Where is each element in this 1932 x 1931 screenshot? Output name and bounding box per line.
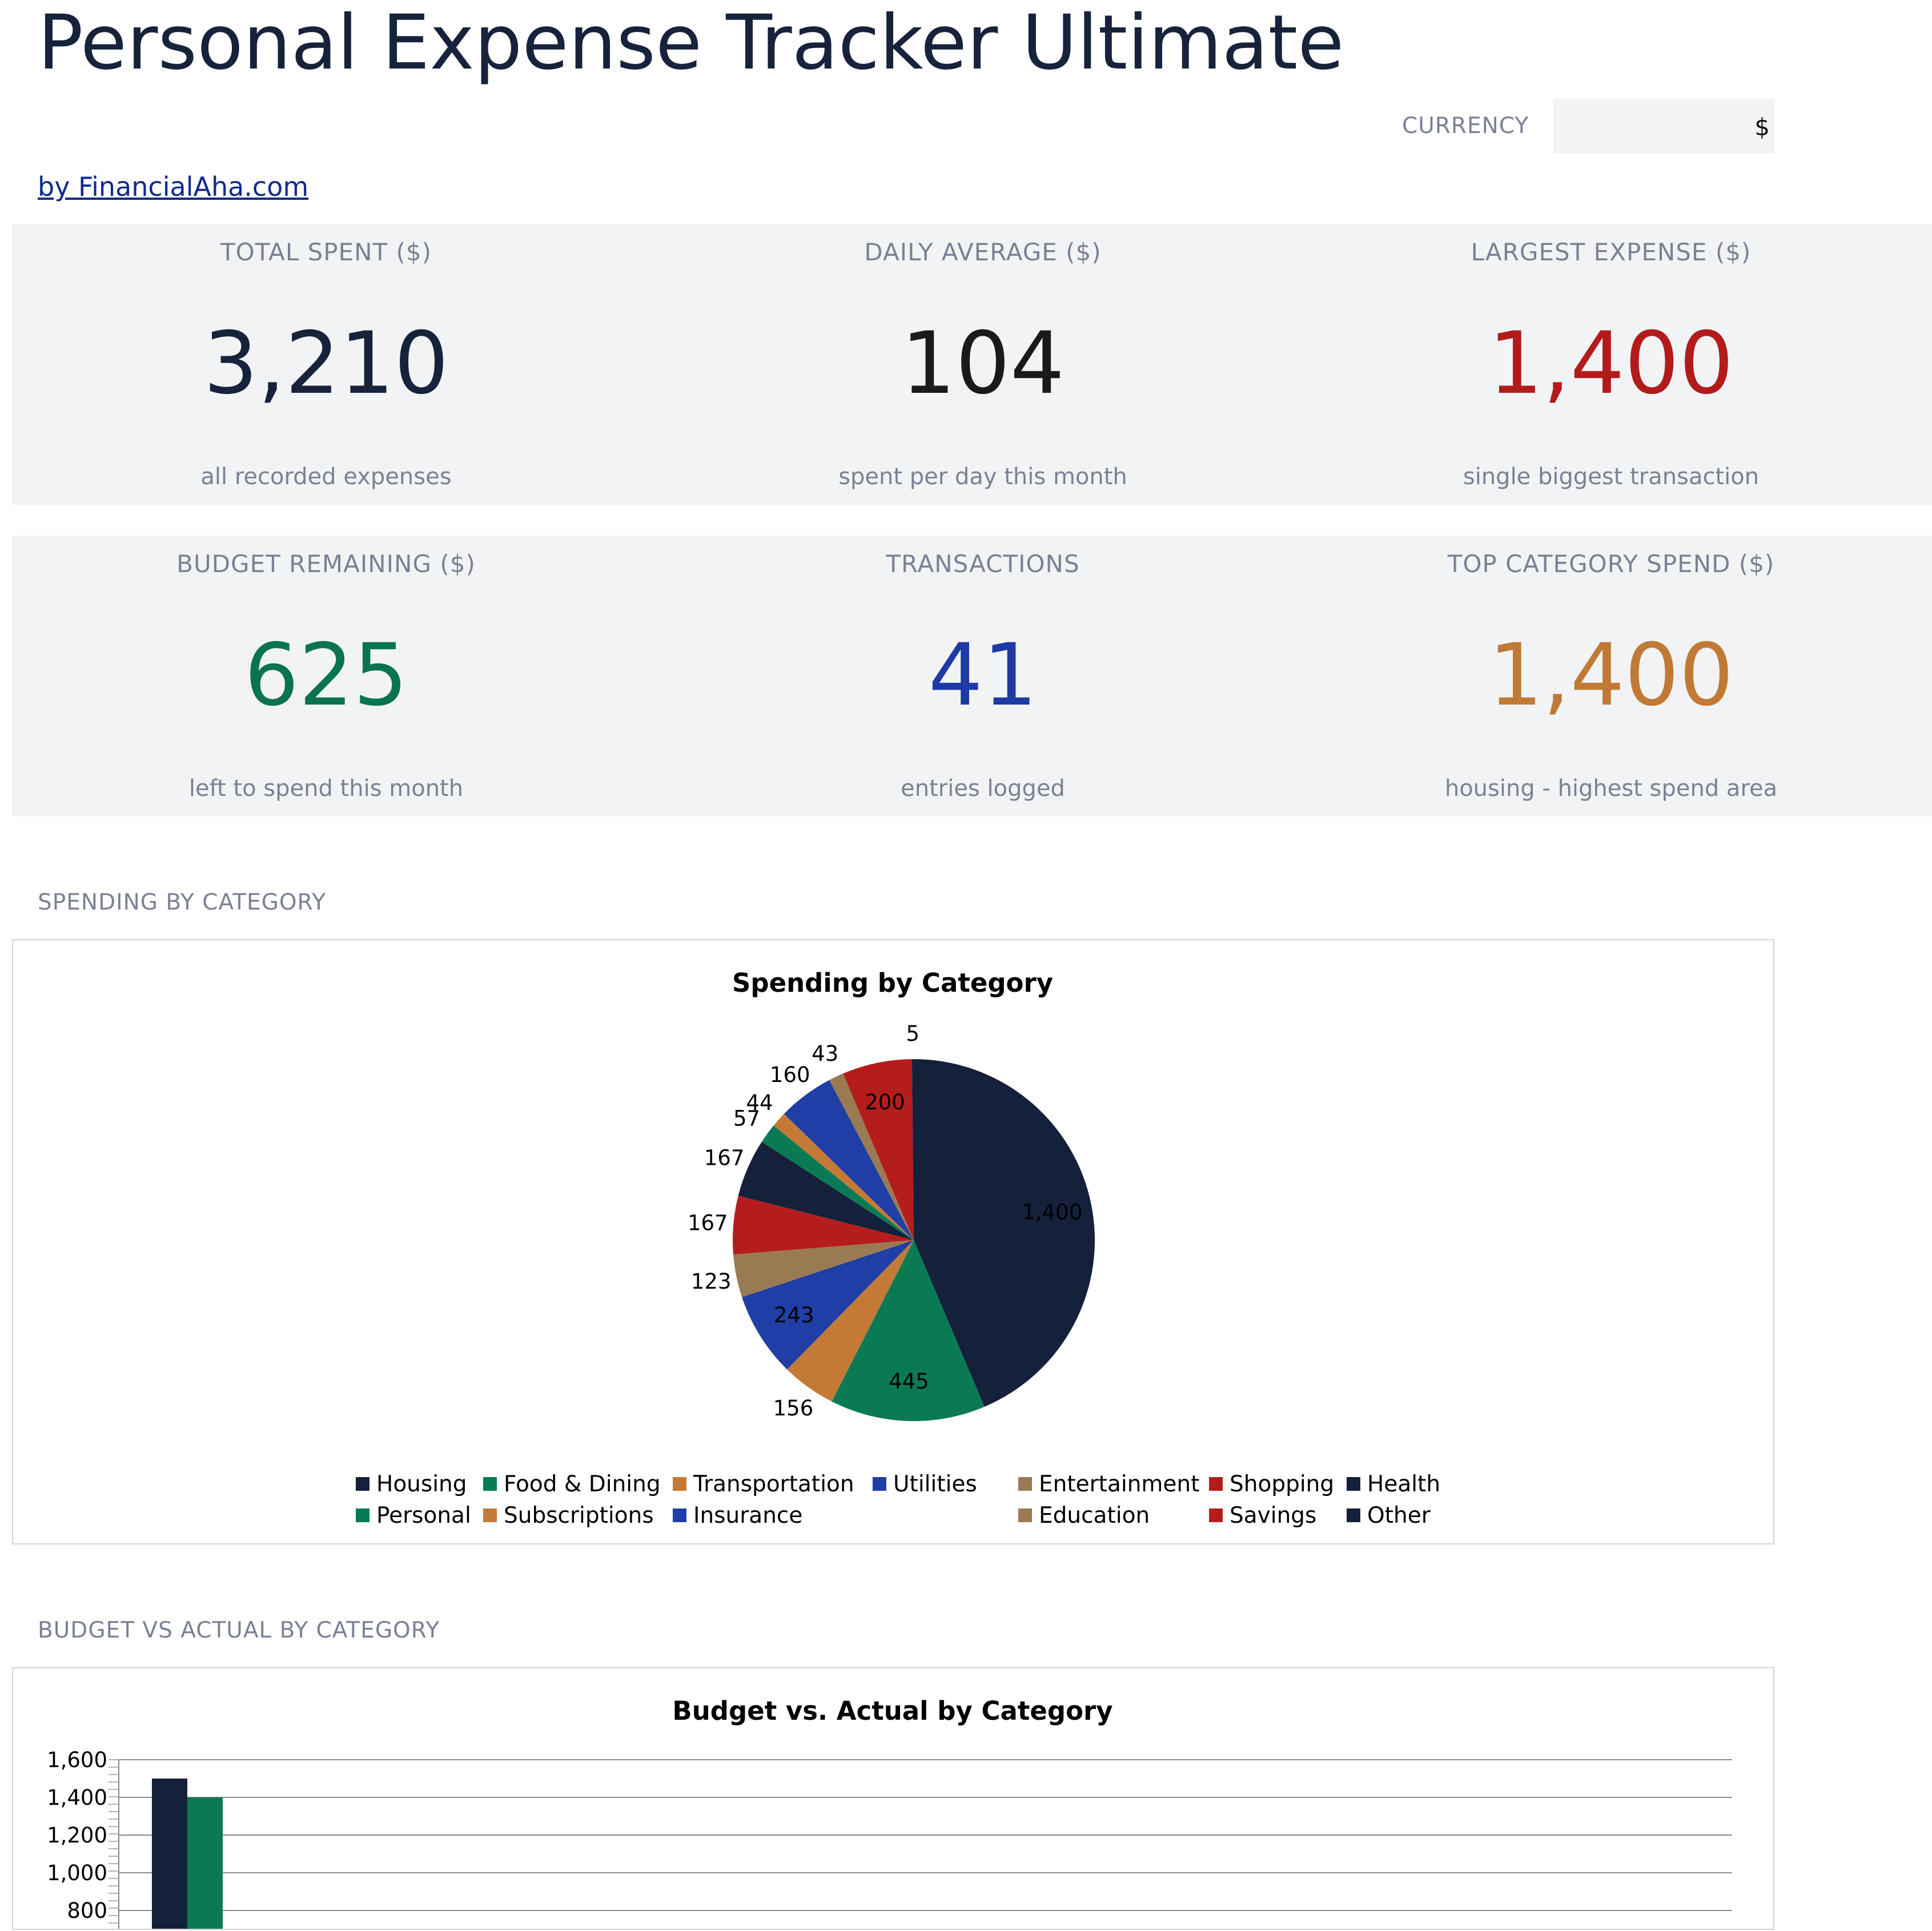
spending-pie-chart[interactable]: Spending by Category 1,40044515624312316… — [13, 940, 1773, 1543]
kpi-value: 1,400 — [1488, 626, 1734, 725]
kpi-label: TRANSACTIONS — [886, 550, 1080, 578]
y-tick-label: 1,200 — [47, 1823, 107, 1848]
pie-slice-utilities[interactable] — [742, 1240, 914, 1370]
kpi-transactions: TRANSACTIONS 41 entries logged — [669, 536, 1297, 816]
kpi-label: TOTAL SPENT ($) — [220, 238, 432, 266]
pie-data-label: 44 — [746, 1091, 773, 1115]
pie-slice-health[interactable] — [738, 1141, 914, 1240]
pie-slice-personal[interactable] — [761, 1125, 914, 1240]
kpi-subtitle: housing - highest spend area — [1444, 775, 1778, 802]
legend-entry: Personal — [376, 1503, 471, 1528]
pie-slice-other[interactable] — [911, 1059, 914, 1240]
pie-data-label: 5 — [906, 1021, 919, 1046]
currency-value[interactable]: $ — [1754, 113, 1770, 141]
kpi-budget-remaining: BUDGET REMAINING ($) 625 left to spend t… — [12, 536, 640, 816]
currency-label: CURRENCY — [1402, 113, 1529, 139]
kpi-value: 625 — [244, 626, 408, 725]
pie-slice-insurance[interactable] — [784, 1080, 914, 1240]
pie-data-label: 160 — [770, 1063, 810, 1087]
kpi-label: DAILY AVERAGE ($) — [864, 238, 1102, 266]
currency-field[interactable]: $ — [1553, 99, 1774, 154]
legend-swatch — [1209, 1508, 1223, 1522]
pie-data-label: 123 — [691, 1269, 732, 1294]
legend-entry: Shopping — [1230, 1471, 1334, 1497]
section-label-budget: BUDGET VS ACTUAL BY CATEGORY — [38, 1618, 440, 1643]
legend-swatch — [1347, 1508, 1360, 1522]
pie-data-label: 167 — [704, 1145, 745, 1170]
pie-data-label: 156 — [773, 1396, 814, 1421]
section-label-spending: SPENDING BY CATEGORY — [38, 890, 326, 915]
kpi-subtitle: all recorded expenses — [200, 464, 452, 490]
legend-swatch — [1018, 1508, 1032, 1522]
kpi-value: 3,210 — [203, 314, 449, 413]
kpi-subtitle: spent per day this month — [838, 464, 1127, 490]
legend-entry: Other — [1367, 1503, 1431, 1528]
pie-data-label: 1,400 — [1022, 1200, 1082, 1225]
legend-swatch — [673, 1477, 686, 1491]
legend-swatch — [356, 1508, 369, 1522]
kpi-label: TOP CATEGORY SPEND ($) — [1447, 550, 1775, 578]
byline-link[interactable]: by FinancialAha.com — [38, 171, 309, 202]
bar-actual[interactable] — [187, 1797, 223, 1929]
y-tick-label: 1,400 — [47, 1785, 107, 1810]
y-tick-label: 1,600 — [47, 1748, 107, 1772]
kpi-total-spent: TOTAL SPENT ($) 3,210 all recorded expen… — [12, 224, 640, 505]
kpi-label: LARGEST EXPENSE ($) — [1471, 238, 1752, 266]
kpi-largest-expense: LARGEST EXPENSE ($) 1,400 single biggest… — [1297, 224, 1925, 505]
pie-data-label: 200 — [865, 1090, 905, 1115]
legend-swatch — [483, 1508, 497, 1522]
pie-slice-education[interactable] — [829, 1073, 914, 1240]
budget-bar-chart[interactable]: Budget vs. Actual by Category 1,600 1,400… — [13, 1668, 1773, 1929]
kpi-daily-average: DAILY AVERAGE ($) 104 spent per day this… — [669, 224, 1297, 505]
pie-slice-entertainment[interactable] — [733, 1240, 914, 1297]
legend-swatch — [1018, 1477, 1032, 1491]
pie-slice-shopping[interactable] — [733, 1196, 914, 1255]
pie-slice-transportation[interactable] — [787, 1240, 914, 1402]
spending-chart-panel[interactable]: Spending by Category 1,400 445 156 243 123 16… — [12, 939, 1774, 1544]
pie-data-label: 445 — [889, 1369, 929, 1394]
legend-entry: Food & Dining — [504, 1471, 661, 1497]
legend-entry: Insurance — [693, 1503, 802, 1528]
pie-data-label: 243 — [774, 1303, 814, 1327]
pie-slice-subscriptions[interactable] — [773, 1113, 914, 1240]
legend-swatch — [356, 1477, 369, 1491]
legend-entry: Transportation — [693, 1471, 854, 1497]
legend-entry: Housing — [376, 1471, 467, 1497]
legend-entry: Subscriptions — [504, 1503, 654, 1528]
kpi-value: 104 — [901, 314, 1065, 413]
pie-data-label: 167 — [688, 1211, 728, 1236]
kpi-subtitle: single biggest transaction — [1463, 464, 1760, 490]
kpi-label: BUDGET REMAINING ($) — [176, 550, 476, 578]
legend-entry: Entertainment — [1039, 1471, 1199, 1497]
legend-entry: Savings — [1230, 1503, 1316, 1528]
legend-swatch — [1347, 1477, 1360, 1491]
pie-data-label: 43 — [812, 1041, 838, 1066]
legend-swatch — [873, 1477, 886, 1491]
kpi-row-2: BUDGET REMAINING ($) 625 left to spend t… — [12, 536, 1932, 816]
pie-slice-savings[interactable] — [843, 1059, 914, 1240]
kpi-row-1: TOTAL SPENT ($) 3,210 all recorded expen… — [12, 224, 1932, 505]
pie-slice-food-dining[interactable] — [832, 1240, 985, 1421]
legend-swatch — [673, 1508, 686, 1522]
pie-data-label: 57 — [733, 1107, 760, 1131]
y-tick-label: 1,000 — [47, 1861, 107, 1885]
kpi-subtitle: left to spend this month — [188, 775, 464, 802]
bar-budget[interactable] — [152, 1779, 187, 1929]
legend-entry: Utilities — [893, 1471, 977, 1497]
legend-entry: Health — [1367, 1471, 1440, 1497]
kpi-subtitle: entries logged — [901, 775, 1065, 802]
legend-swatch — [483, 1477, 497, 1491]
pie-slice-housing[interactable] — [914, 1059, 1095, 1407]
kpi-value: 41 — [928, 626, 1038, 725]
budget-chart-panel[interactable]: Budget vs. Actual by Category 1,600 1,400… — [12, 1667, 1774, 1930]
chart-title: Spending by Category — [732, 968, 1053, 998]
kpi-value: 1,400 — [1488, 314, 1734, 413]
legend-swatch — [1209, 1477, 1223, 1491]
page-title: Personal Expense Tracker Ultimate — [38, 0, 1344, 87]
chart-title: Budget vs. Actual by Category — [672, 1696, 1112, 1726]
legend-entry: Education — [1039, 1503, 1150, 1528]
kpi-top-category: TOP CATEGORY SPEND ($) 1,400 housing - h… — [1297, 536, 1925, 816]
